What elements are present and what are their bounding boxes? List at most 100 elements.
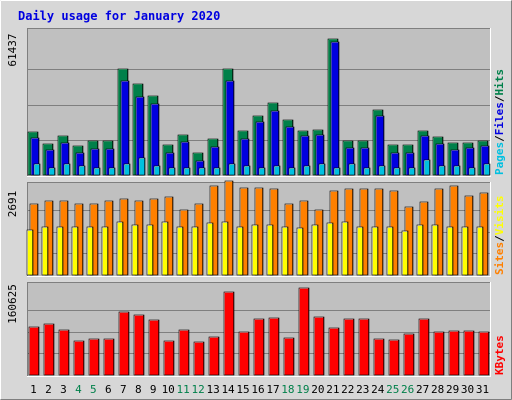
bar-kbytes-day-28-outline [433,331,445,376]
bar-kbytes-day-14-outline [223,291,235,376]
bar-kbytes-day-21-fill [329,328,339,375]
bar-pages-day-9-fill [154,166,160,175]
bar-kbytes-day-12 [193,341,205,376]
bar-kbytes-day-28 [433,331,445,376]
bar-sites-day-22-fill [342,222,348,275]
bar-sites-day-31-outline [476,226,484,276]
bar-kbytes-day-26-outline [403,333,415,376]
panel-bot: 160625 KBytes [6,282,506,377]
bar-sites-day-28-fill [432,225,438,275]
bar-files-day-15-fill [241,139,249,175]
bar-sites-day-28-outline [431,224,439,276]
bar-sites-day-2 [41,226,49,276]
bar-visits-day-12-fill [195,204,203,275]
bar-kbytes-day-12-fill [194,342,204,375]
bar-files-day-31-fill [481,146,489,175]
bar-kbytes-day-4 [73,340,85,376]
bar-sites-day-14-outline [221,221,229,276]
bar-files-day-26 [405,152,415,176]
bar-kbytes-day-25-fill [389,340,399,375]
bar-pages-day-7-outline [123,163,131,176]
bar-pages-day-31 [483,163,491,176]
bar-pages-day-18 [288,167,296,176]
x-tick-label-day-26: 26 [401,383,414,396]
legend-entry-kbytes: KBytes [493,335,506,375]
x-tick-label-day-25: 25 [386,383,399,396]
x-tick-label-day-24: 24 [371,383,385,396]
bar-pages-day-12 [198,167,206,176]
bar-kbytes-day-31-outline [478,331,490,376]
bar-pages-day-11-outline [183,167,191,176]
panels-layer: 61437Pages/Files/Hits2691Sites/Visits160… [6,28,506,377]
bar-sites-day-8-fill [132,225,138,275]
bar-kbytes-day-8 [133,314,145,376]
bar-sites-day-1 [26,229,34,276]
bar-sites-day-6-fill [102,227,108,275]
bar-pages-day-13-fill [214,168,220,175]
bar-pages-day-21-fill [334,168,340,175]
bar-pages-day-19-outline [303,165,311,176]
bar-pages-day-4-outline [78,165,86,176]
bar-sites-day-16-outline [251,224,259,276]
bar-sites-day-5 [86,226,94,276]
bar-sites-day-27-outline [416,224,424,276]
bar-kbytes-day-29 [448,330,460,376]
bar-visits-day-28-fill [435,189,443,275]
bar-sites-day-26-outline [401,230,409,276]
bar-pages-day-20-fill [319,164,325,175]
bar-pages-day-13-outline [213,167,221,176]
bar-sites-day-2-fill [42,227,48,275]
bar-pages-day-21-outline [333,167,341,176]
bar-sites-day-19-fill [297,228,303,275]
bar-kbytes-day-1-fill [29,327,39,375]
bar-files-day-14 [225,80,235,176]
bar-sites-day-22-outline [341,221,349,276]
bar-kbytes-day-27-outline [418,318,430,376]
bar-sites-day-30-fill [462,227,468,275]
bar-visits-day-9-fill [150,199,158,275]
bar-pages-day-26-outline [408,167,416,176]
bar-sites-day-13-outline [206,222,214,276]
bar-sites-day-30 [461,226,469,276]
bar-sites-day-25-outline [386,226,394,276]
bar-visits-day-23-fill [360,189,368,275]
bar-files-day-6-fill [106,149,114,175]
bar-kbytes-day-29-outline [448,330,460,376]
bar-pages-day-18-outline [288,167,296,176]
x-tick-label-day-23: 23 [356,383,369,396]
bar-files-day-21-fill [331,42,339,175]
bar-files-day-16 [255,121,265,176]
bar-visits-day-20-fill [315,210,323,275]
bar-pages-day-14 [228,163,236,176]
bar-kbytes-day-8-fill [134,315,144,375]
x-tick-label-day-13: 13 [206,383,219,396]
bar-kbytes-day-27 [418,318,430,376]
bar-visits-day-6-fill [105,201,113,275]
bar-pages-day-25-fill [394,168,400,175]
bar-pages-day-1-outline [33,163,41,176]
bar-pages-day-15 [243,165,251,176]
bar-sites-day-21-outline [326,222,334,276]
bar-pages-day-1 [33,163,41,176]
bar-sites-day-18-fill [282,227,288,275]
bar-files-day-17-fill [271,111,279,175]
bar-files-day-3-fill [61,143,69,175]
bar-visits-day-16-fill [255,188,263,275]
bar-pages-day-27-outline [423,159,431,176]
panel-mid-bars [26,180,489,276]
bar-kbytes-day-15 [238,331,250,376]
bar-sites-day-29-fill [447,227,453,275]
bar-files-day-21 [330,41,340,176]
bar-kbytes-day-27-fill [419,319,429,375]
bar-visits-day-1-fill [30,204,38,275]
bar-kbytes-day-22-fill [344,319,354,375]
bar-kbytes-day-13-fill [209,337,219,375]
bar-kbytes-day-20-outline [313,316,325,376]
bar-kbytes-day-9 [148,319,160,376]
bar-sites-day-11 [176,226,184,276]
bar-sites-day-27 [416,224,424,276]
x-tick-label-day-18: 18 [281,383,294,396]
bar-kbytes-day-15-fill [239,332,249,375]
legend-entry-visits: Visits [493,196,506,236]
bar-kbytes-day-6 [103,338,115,376]
